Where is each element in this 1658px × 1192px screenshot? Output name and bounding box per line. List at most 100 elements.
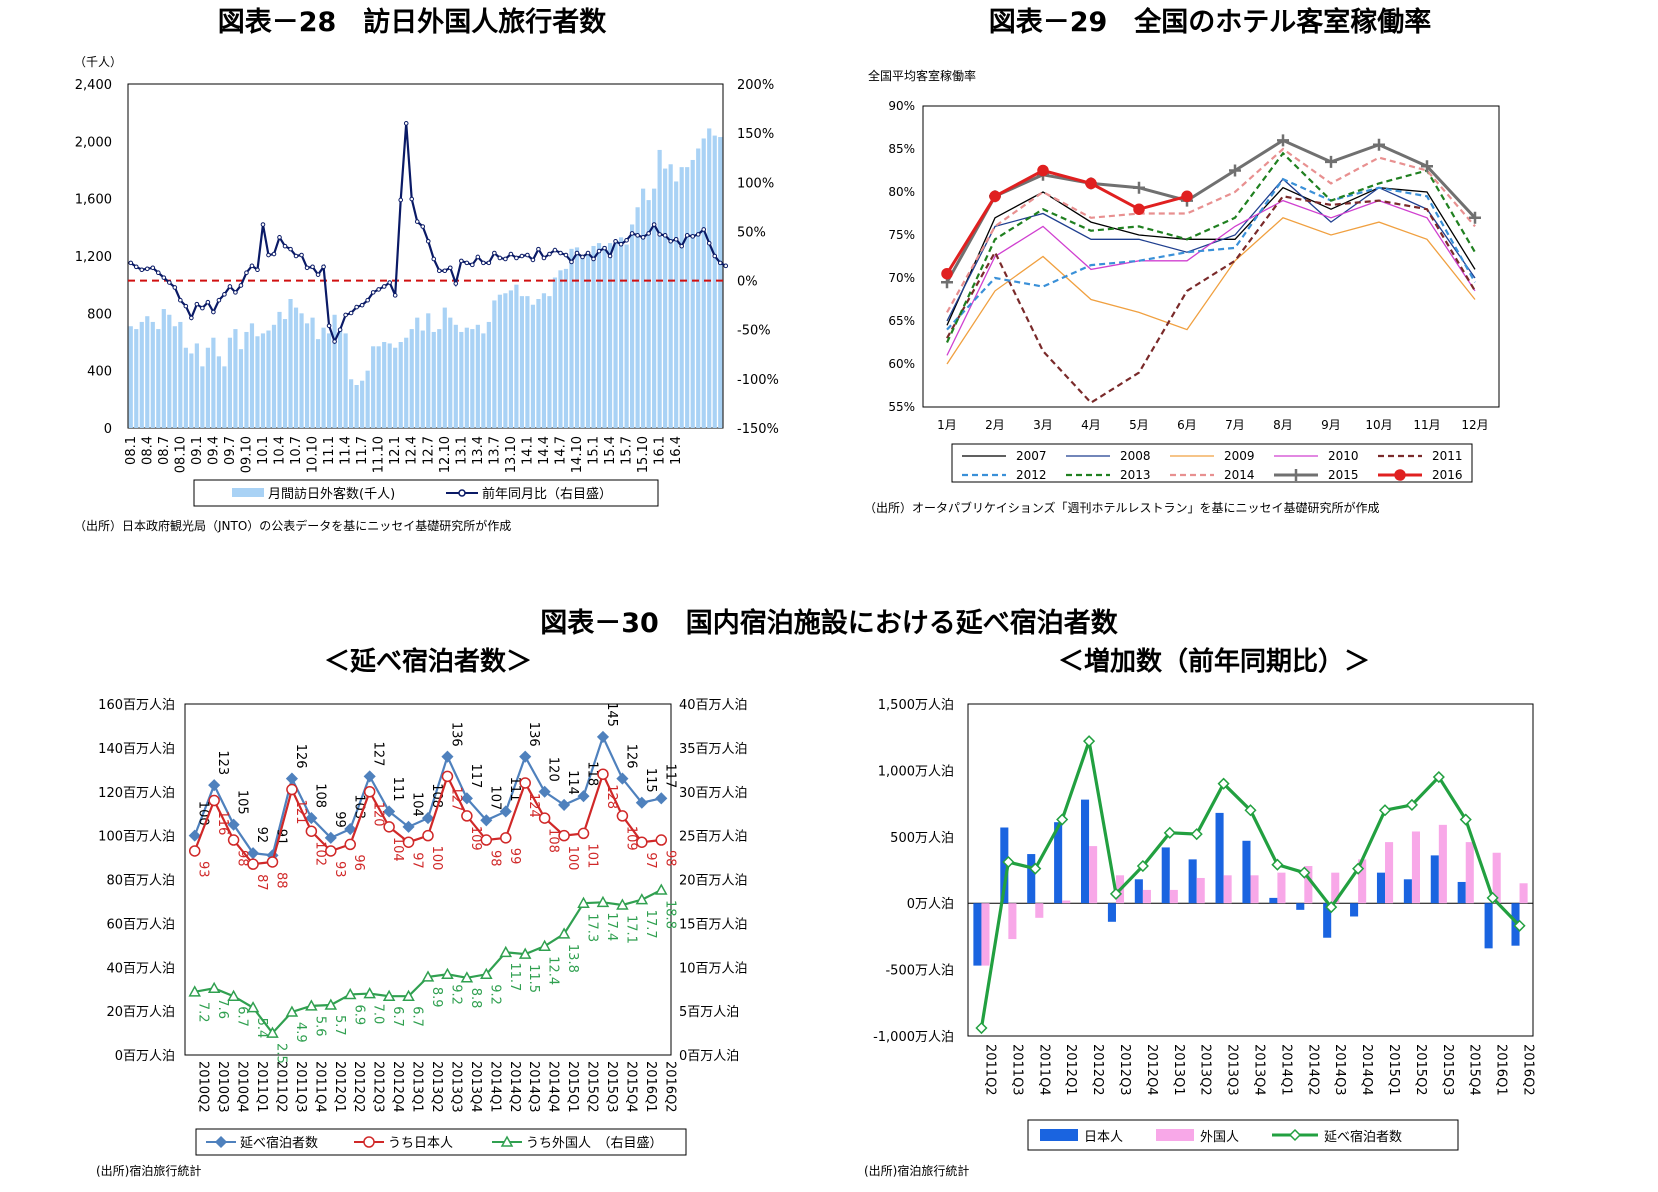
chart-30a-point (421, 812, 435, 825)
chart-29-point-2015 (1277, 134, 1289, 147)
chart-30b-total-point (1109, 887, 1123, 900)
chart-30a-x-tick: 2011Q1 (254, 1061, 269, 1113)
chart-28-yoy-point (690, 234, 695, 239)
chart-30a-data-label: 117 (468, 764, 483, 789)
chart-28-yoy-point (717, 260, 723, 266)
chart-30b-total-point (1513, 919, 1526, 932)
chart-30a-x-tick: 2013Q2 (429, 1061, 444, 1113)
chart-28-bar (558, 270, 563, 428)
chart-28-bar (591, 245, 596, 428)
chart-30b-bar-japanese (1054, 822, 1063, 904)
chart-28-yoy-point (354, 304, 359, 310)
chart-30a-point (616, 772, 629, 785)
chart-28-yoy-point (613, 238, 618, 244)
chart-29-title: 図表－29 全国のホテル客室稼働率 (989, 6, 1432, 38)
chart-28-yoy-point (580, 254, 585, 260)
chart-30b-total-point (1190, 828, 1203, 841)
chart-28-left-tick: 2,400 (75, 78, 112, 93)
chart-28-bar (464, 327, 469, 428)
chart-28-yoy-point (183, 303, 189, 309)
chart-30a-point (324, 831, 337, 844)
chart-30b-bar-foreign (1062, 900, 1071, 904)
chart-30b-bar-japanese (1215, 812, 1224, 904)
chart-28-bar (635, 207, 640, 428)
chart-30a-point (383, 805, 396, 818)
chart-28-x-tick: 08.10 (173, 436, 188, 473)
chart-30a-data-label: 87 (254, 874, 269, 891)
chart-30b-total-point (1002, 855, 1015, 869)
chart-28-x-tick: 13.10 (504, 436, 519, 473)
chart-30a-point (227, 818, 240, 831)
chart-29-line-2010 (946, 199, 1476, 356)
chart-30b-bar-japanese (1350, 903, 1359, 917)
chart-30a-data-label: 109 (623, 826, 638, 851)
chart-30a-data-label: 4.9 (293, 1022, 308, 1043)
chart-30b-bar-foreign (1035, 903, 1044, 918)
chart-28-bar (690, 159, 695, 428)
chart-30a-data-label: 123 (215, 750, 230, 775)
chart-30a-right-tick: 5百万人泊 (679, 1005, 739, 1020)
chart-30a-right-tick: 25百万人泊 (679, 830, 748, 845)
chart-29-line-2016 (945, 168, 1188, 275)
chart-30a-data-label: 88 (273, 872, 288, 889)
chart-30b-total-point (1432, 770, 1445, 784)
chart-28-yoy-point (255, 267, 260, 273)
chart-30a-x-axis: 2010Q2 2010Q3 2010Q4 2011Q1 2011Q2 2011Q3 2011… (196, 1061, 678, 1113)
chart-29-point-2016 (1181, 190, 1193, 203)
chart-28: 図表－28 訪日外国人旅行者数 （千人） 0 400 800 1,200 1,600 2,… (74, 6, 779, 533)
chart-28-yoy-point (624, 237, 629, 243)
chart-28-x-tick: 08.7 (157, 436, 172, 465)
chart-28-yoy-point (447, 265, 453, 271)
chart-30a-data-label: 114 (565, 770, 580, 795)
chart-28-unit-label: （千人） (74, 55, 122, 69)
chart-30a-point (461, 810, 473, 822)
chart-28-yoy-point (569, 259, 574, 265)
chart-29-x-tick: 9月 (1321, 418, 1341, 432)
chart-30a-left-tick: 0百万人泊 (115, 1049, 175, 1064)
chart-29-x-tick: 12月 (1461, 418, 1488, 432)
chart-28-yoy-point (723, 263, 729, 269)
chart-28-bar (326, 333, 332, 428)
chart-28-legend-line: 前年同月比（右目盛） (482, 486, 612, 502)
chart-28-bar (613, 240, 618, 428)
chart-30a-x-tick: 2010Q4 (235, 1061, 250, 1113)
chart-30b-total-point (975, 1021, 988, 1035)
chart-30a-right-tick: 10百万人泊 (679, 961, 748, 976)
chart-28-yoy-point (337, 327, 343, 333)
chart-30a-point (499, 945, 513, 958)
chart-30a-data-label: 17.1 (623, 915, 638, 944)
chart-30b-legend-label: 日本人 (1084, 1130, 1123, 1145)
chart-29-y-tick: 80% (888, 185, 915, 199)
chart-28-bar (365, 370, 370, 428)
chart-28-bar (387, 343, 392, 428)
chart-28-bar (189, 353, 194, 428)
chart-30b-y-tick: 1,000万人泊 (878, 764, 954, 779)
chart-30a-data-label: 2.5 (273, 1043, 288, 1064)
chart-28-left-tick: 400 (87, 365, 112, 380)
chart-28-yoy-point (695, 232, 701, 237)
chart-30b-x-tick: 2013Q1 (1171, 1044, 1186, 1096)
chart-28-bar (134, 329, 139, 428)
chart-30b-bar-japanese (1430, 855, 1439, 904)
chart-29-y-tick: 70% (888, 271, 915, 285)
chart-28-bar (459, 331, 464, 428)
chart-28-yoy-point (348, 310, 354, 316)
chart-30a-point (227, 989, 240, 1001)
chart-30b-bar-foreign (1385, 842, 1394, 904)
chart-28-yoy-point (376, 287, 381, 292)
chart-28-yoy-point (602, 245, 607, 251)
chart-28-yoy-point (304, 265, 310, 271)
chart-30a-x-tick: 2012Q4 (390, 1061, 405, 1113)
chart-30b-total-point (1029, 862, 1042, 875)
chart-29-source: （出所）オータパブリケイションズ「週刊ホテルレストラン」を基にニッセイ基礎研究所… (864, 500, 1380, 515)
chart-30a-point (636, 836, 648, 848)
chart-28-yoy-point (359, 302, 365, 308)
chart-28-legend-bar: 月間訪日外客数(千人) (268, 486, 395, 502)
chart-29-y-tick: 75% (888, 228, 915, 242)
chart-30a-data-label: 105 (235, 790, 250, 815)
chart-30b-x-tick: 2014Q4 (1359, 1044, 1374, 1096)
chart-30a-point (577, 896, 590, 908)
chart-28-bar (304, 323, 310, 428)
